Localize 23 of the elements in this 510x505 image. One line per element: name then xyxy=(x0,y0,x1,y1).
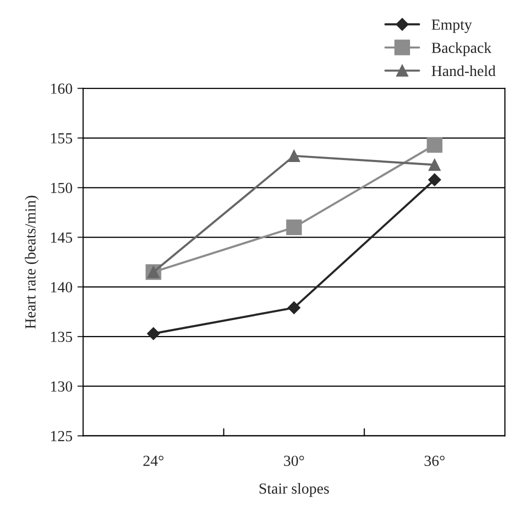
point xyxy=(428,158,441,171)
x-tick-label: 36° xyxy=(424,456,445,466)
point xyxy=(288,301,300,314)
y-tick-label: 135 xyxy=(51,332,72,342)
x-tick-label: 24° xyxy=(143,456,164,466)
x-axis-title: Stair slopes xyxy=(260,483,329,497)
y-tick-label: 145 xyxy=(51,232,72,243)
y-tick-label: 140 xyxy=(51,282,72,292)
y-tick-label: 160 xyxy=(51,84,72,94)
y-tick-label: 150 xyxy=(51,182,72,194)
legend-label: Backpack xyxy=(432,42,492,56)
y-tick-label: 125 xyxy=(51,431,72,442)
y-tick-label: 130 xyxy=(51,381,72,392)
point xyxy=(426,137,442,153)
y-tick-label: 155 xyxy=(51,133,72,144)
y-axis-title: Heart rate (beats/min) xyxy=(24,196,39,329)
point xyxy=(428,173,442,186)
x-tick-label: 30° xyxy=(284,456,304,466)
point xyxy=(286,220,302,236)
point xyxy=(147,327,160,340)
legend-label: Empty xyxy=(432,20,472,33)
point xyxy=(288,150,300,162)
legend-label: Hand-held xyxy=(432,65,496,76)
